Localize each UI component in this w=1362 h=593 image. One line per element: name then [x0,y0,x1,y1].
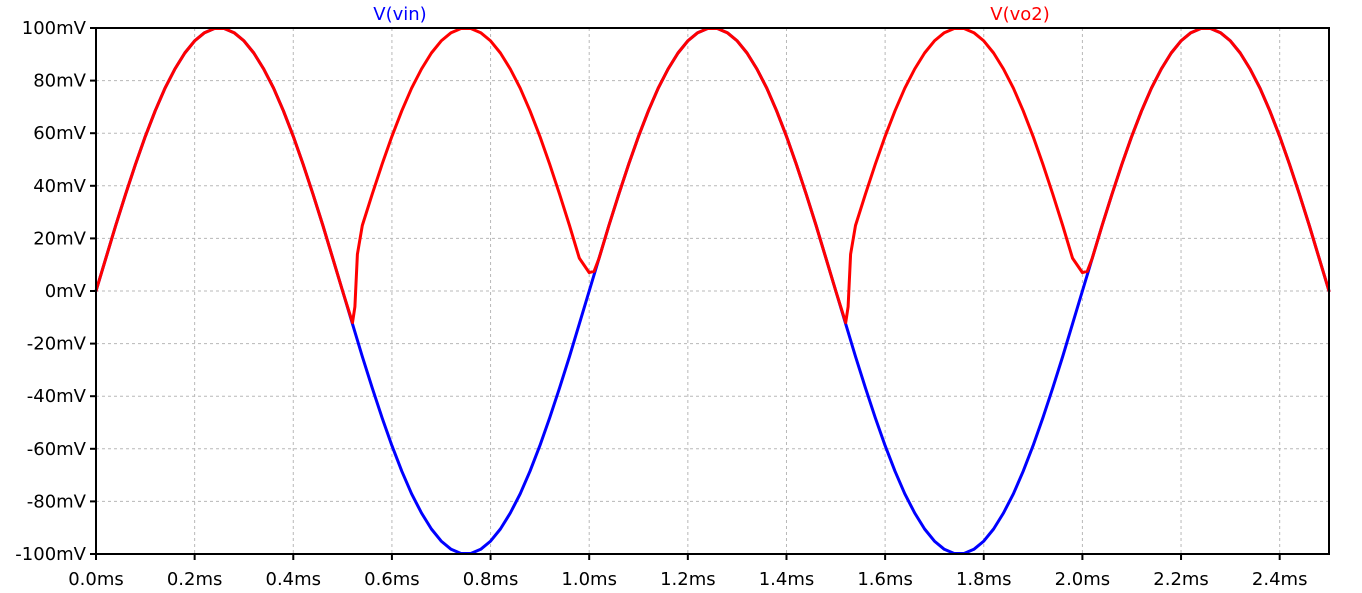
x-tick-label: 2.0ms [1055,569,1111,590]
y-tick-label: 20mV [33,228,86,249]
x-tick-label: 1.0ms [561,569,617,590]
y-tick-label: 80mV [33,71,86,92]
axis-ticks [90,27,1281,560]
legend-label-vo2: V(vo2) [990,4,1049,25]
x-tick-label: 2.4ms [1252,569,1308,590]
axis-tick-labels: 0.0ms 0.2ms 0.4ms 0.6ms 0.8ms 1.0ms 1.2ms 1.4ms… [15,18,1307,590]
y-tick-label: -60mV [27,439,87,460]
y-tick-label: -80mV [27,491,87,512]
y-tick-label: -100mV [15,544,86,565]
y-tick-label: -40mV [27,386,87,407]
x-tick-label: 0.2ms [167,569,223,590]
x-tick-label: 1.2ms [660,569,716,590]
y-tick-label: 40mV [33,176,86,197]
y-tick-label: 0mV [45,281,87,302]
x-tick-label: 1.4ms [759,569,815,590]
y-tick-label: -20mV [27,334,87,355]
x-tick-label: 0.6ms [364,569,420,590]
x-tick-label: 1.8ms [956,569,1012,590]
y-tick-label: 100mV [22,18,87,39]
x-tick-label: 0.8ms [463,569,519,590]
x-tick-label: 1.6ms [857,569,913,590]
legend: V(vin) V(vo2) [373,4,1049,25]
legend-label-vin: V(vin) [373,4,426,25]
x-tick-label: 0.0ms [68,569,124,590]
x-tick-label: 0.4ms [266,569,322,590]
x-tick-label: 2.2ms [1153,569,1209,590]
y-tick-label: 60mV [33,123,86,144]
